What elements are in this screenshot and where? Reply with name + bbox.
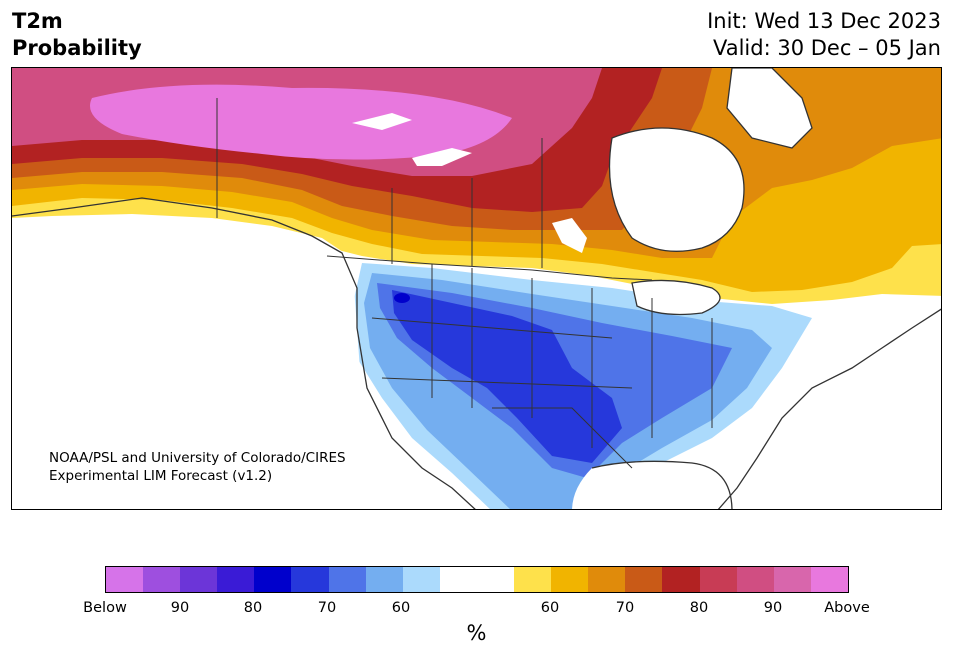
colorbar-cell [402, 567, 440, 592]
map-title: T2m Probability [12, 8, 142, 62]
credit-line-1: NOAA/PSL and University of Colorado/CIRE… [49, 450, 346, 466]
colorbar-tick-label: 80 [243, 600, 263, 616]
coastlines [12, 68, 941, 509]
colorbar-tick-label: 90 [170, 600, 190, 616]
shade-above-high [90, 84, 512, 160]
shade-below-core [394, 293, 410, 303]
ocean-atlantic [713, 309, 941, 509]
colorbar-cell [773, 567, 811, 592]
colorbar-cell [439, 567, 477, 592]
title-line-1: T2m [12, 9, 63, 33]
colorbar-tick-label: Above [824, 600, 870, 616]
colorbar-cell [699, 567, 737, 592]
colorbar-cell [476, 567, 515, 592]
baffin-ocean [727, 68, 812, 148]
colorbar-cell [254, 567, 292, 592]
colorbar-tick-label: Below [83, 600, 127, 616]
colorbar-cell [217, 567, 255, 592]
map-svg [12, 68, 941, 509]
colorbar-cell [551, 567, 589, 592]
colorbar-cell [810, 567, 848, 592]
gulf-of-mexico [572, 461, 732, 509]
credit-line-2: Experimental LIM Forecast (v1.2) [49, 468, 273, 484]
colorbar-cell [328, 567, 366, 592]
colorbar-tick-label: 80 [689, 600, 709, 616]
probability-map [11, 67, 942, 510]
colorbar-cell [514, 567, 552, 592]
colorbar-cell [625, 567, 663, 592]
colorbar-tick-label: 60 [391, 600, 411, 616]
great-bear-lake [352, 113, 412, 130]
map-credit: NOAA/PSL and University of Colorado/CIRE… [49, 449, 346, 485]
colorbar-cell [291, 567, 329, 592]
colorbar-tick-label: 70 [615, 600, 635, 616]
colorbar-cell [180, 567, 218, 592]
title-line-2: Probability [12, 36, 142, 60]
great-lakes [632, 280, 720, 315]
colorbar-tick-label: 60 [540, 600, 560, 616]
colorbar-cell [143, 567, 181, 592]
colorbar-unit: % [466, 621, 487, 645]
colorbar-tick-label: 90 [763, 600, 783, 616]
hudson-bay [609, 128, 744, 252]
lake-winnipeg [552, 218, 587, 253]
probability-colorbar [105, 566, 849, 593]
colorbar-cell [588, 567, 626, 592]
valid-date: Valid: 30 Dec – 05 Jan [712, 36, 941, 60]
colorbar-cell [365, 567, 403, 592]
ocean-pacific [12, 214, 460, 509]
colorbar-ticks: Below 90 80 70 60 60 70 80 90 Above [83, 600, 870, 620]
colorbar-cell [736, 567, 774, 592]
colorbar-cell [662, 567, 700, 592]
colorbar-tick-label: 70 [317, 600, 337, 616]
colorbar-cell [106, 567, 144, 592]
init-date: Init: Wed 13 Dec 2023 [707, 9, 941, 33]
political-borders [216, 98, 713, 469]
forecast-dates: Init: Wed 13 Dec 2023 Valid: 30 Dec – 05… [707, 8, 941, 62]
shade-below-stronger [392, 290, 622, 463]
great-slave-lake [412, 148, 472, 166]
